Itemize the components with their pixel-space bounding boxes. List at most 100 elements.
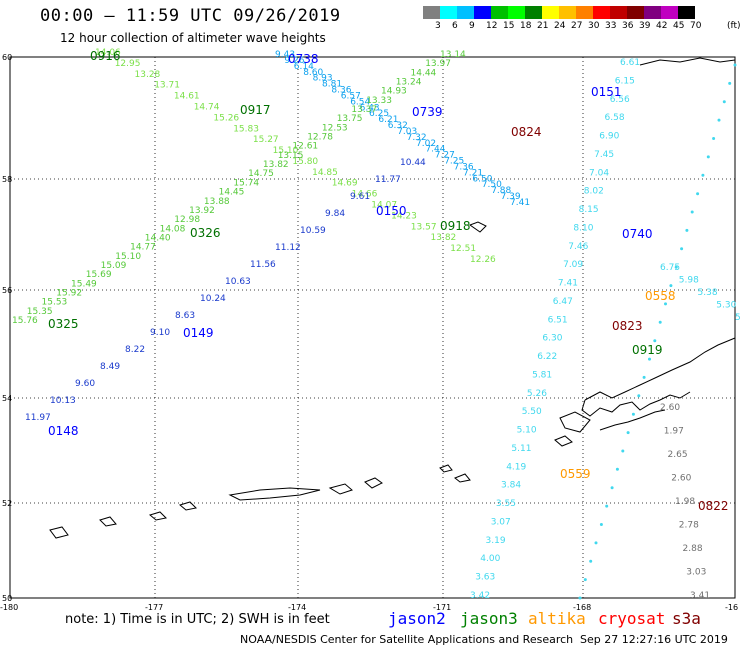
pass-time-label: 0916 [90, 49, 121, 63]
pass-time-label: 0823 [612, 319, 643, 333]
lat-label: 56 [2, 286, 12, 295]
swh-value: 7.21 [463, 168, 483, 178]
coastline [178, 501, 198, 511]
lat-label: 58 [2, 175, 12, 184]
coastline [49, 526, 69, 539]
color-swatch [678, 6, 695, 19]
swh-value: 10.13 [50, 396, 76, 406]
swh-value: 2.88 [683, 544, 703, 554]
swh-value: 7.02 [416, 139, 436, 149]
pass-time-label: 0739 [412, 105, 443, 119]
track-point [658, 320, 662, 324]
swh-value: 15.80 [292, 157, 318, 167]
footer-timestamp: Sep 27 12:27:16 UTC 2019 [580, 633, 728, 646]
swh-value: 2.65 [668, 450, 688, 460]
swh-value: 6.54 [350, 97, 370, 107]
swh-value: 3.42 [470, 591, 490, 601]
swh-value: 15.27 [253, 135, 279, 145]
swh-value: 7.41 [510, 198, 530, 208]
pass-time-label: 0148 [48, 424, 79, 438]
swh-value: 6.43 [360, 103, 380, 113]
swh-value: 4.19 [506, 462, 526, 472]
swh-value: 13.28 [135, 70, 161, 80]
swh-value: 3.07 [491, 518, 511, 528]
pass-time-label: 0559 [560, 467, 591, 481]
swh-value: 15.26 [213, 113, 239, 123]
swh-value: 13.14 [440, 50, 466, 60]
swh-value: 6.56 [610, 95, 630, 105]
swh-value: 2.78 [679, 521, 699, 531]
swh-value: 5.81 [532, 370, 552, 380]
swh-value: 9.61 [350, 192, 370, 202]
swh-value: 14.74 [194, 103, 220, 113]
swh-value: 6.25 [369, 109, 389, 119]
lon-label: -177 [145, 603, 163, 612]
color-swatch [491, 6, 508, 19]
pass-time-label: 0918 [440, 219, 471, 233]
swh-value: 8.15 [579, 205, 599, 215]
lon-label: -180 [0, 603, 18, 612]
swh-value: 7.44 [425, 145, 445, 155]
color-swatch [610, 6, 627, 19]
swh-value: 6.61 [620, 58, 640, 68]
pass-time-label: 0824 [511, 125, 542, 139]
swh-value: 3.55 [496, 499, 516, 509]
pass-time-label: 0738 [288, 52, 319, 66]
swh-value: 7.32 [407, 133, 427, 143]
color-scale-unit: (ft) [727, 21, 740, 31]
track-point [701, 173, 705, 177]
track-point [578, 596, 582, 600]
track-point [712, 137, 716, 140]
swh-value: 15.10 [115, 252, 141, 262]
color-swatch [508, 6, 525, 19]
swh-value: 14.61 [174, 92, 200, 102]
pass-time-label: 0325 [48, 317, 79, 331]
swh-value: 3.41 [690, 591, 710, 601]
swh-value: 14.85 [312, 168, 338, 178]
lat-label: 52 [2, 499, 12, 508]
swh-value: 2.60 [671, 474, 691, 484]
swh-value: 6.14 [294, 62, 314, 72]
color-scale-tick: 12 [486, 21, 498, 31]
swh-value: 9.43 [275, 50, 295, 60]
track-point [722, 100, 726, 104]
coastline [148, 511, 168, 521]
pass-time-label: 0919 [632, 343, 663, 357]
legend-altika: altika [528, 609, 586, 628]
color-scale-tick: 6 [452, 21, 458, 31]
swh-value: 5.30 [716, 301, 736, 311]
swh-value: 6.57 [341, 91, 361, 101]
track-point [631, 412, 635, 416]
track-point [696, 192, 700, 196]
coastline [468, 221, 487, 233]
color-swatch [423, 6, 440, 19]
swh-value: 7.88 [491, 186, 511, 196]
swh-value: 12.53 [322, 123, 348, 133]
swh-value: 13.92 [189, 206, 215, 216]
pass-time-label: 0326 [190, 226, 221, 240]
color-swatch [525, 6, 542, 19]
color-swatch [542, 6, 559, 19]
swh-value: 14.07 [371, 201, 397, 211]
swh-value: 14.45 [219, 188, 245, 198]
swh-value: 6.58 [605, 113, 625, 123]
swh-value: 14.06 [95, 48, 121, 58]
color-scale-tick: 45 [673, 21, 685, 31]
swh-value: 13.15 [278, 151, 304, 161]
color-scale-tick: 39 [639, 21, 651, 31]
lon-label: -16 [725, 603, 738, 612]
swh-value: 8.22 [125, 345, 145, 355]
swh-value: 13.37 [351, 105, 377, 115]
legend-cryosat: cryosat [598, 609, 666, 628]
color-scale-labels: 3 6 9 12 15 18 21 24 27 30 33 36 39 42 45 70 [423, 21, 740, 33]
swh-value: 13.33 [366, 96, 392, 106]
track-point [637, 394, 641, 398]
swh-value: 8.63 [175, 311, 195, 321]
lat-label: 50 [2, 594, 12, 603]
track-point [642, 375, 646, 379]
swh-value: 9.84 [325, 209, 345, 219]
swh-value: 7.09 [563, 260, 583, 270]
page-subtitle: 12 hour collection of altimeter wave hei… [60, 31, 326, 45]
swh-value: 14.23 [391, 211, 417, 221]
